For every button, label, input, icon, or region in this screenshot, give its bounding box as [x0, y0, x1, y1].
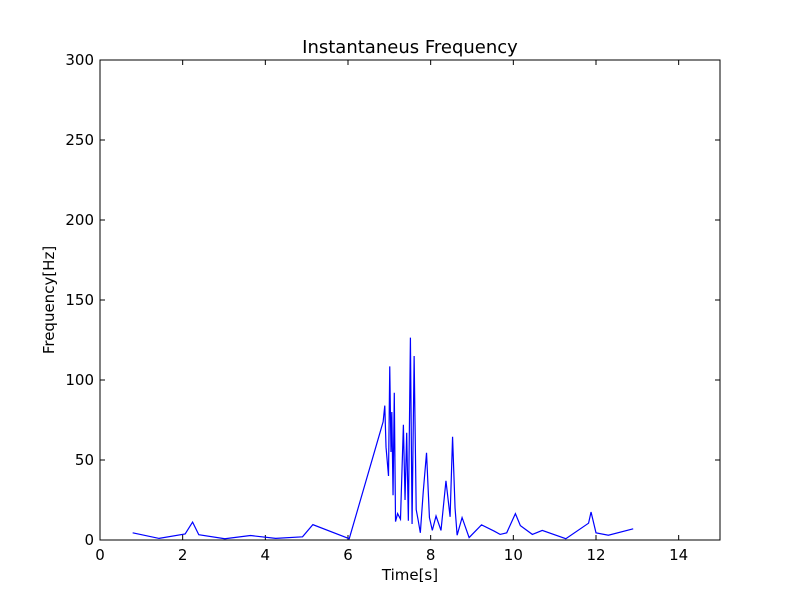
- x-tick-label: 10: [504, 546, 523, 564]
- x-tick-label: 8: [426, 546, 436, 564]
- x-tick-label: 14: [669, 546, 688, 564]
- y-tick-label: 250: [65, 131, 94, 149]
- x-tick-label: 12: [586, 546, 605, 564]
- y-tick-label: 0: [84, 531, 94, 549]
- plot-frame: [99, 59, 721, 541]
- axis-tick-labels: 0 2 4 6 8 10 12 14 0 50 100 150 200 250 300: [65, 51, 688, 564]
- y-tick-label: 50: [75, 451, 94, 469]
- x-tick-label: 2: [178, 546, 188, 564]
- x-tick-label: 6: [343, 546, 353, 564]
- frequency-series-line: [132, 337, 634, 540]
- x-axis-label: Time[s]: [381, 566, 438, 584]
- chart-title: Instantaneus Frequency: [302, 37, 518, 58]
- y-tick-label: 300: [65, 51, 94, 69]
- plot-area: [132, 337, 634, 540]
- y-tick-label: 150: [65, 291, 94, 309]
- y-tick-label: 100: [65, 371, 94, 389]
- y-tick-label: 200: [65, 211, 94, 229]
- y-axis-label: Frequency[Hz]: [40, 246, 58, 354]
- x-tick-label: 0: [95, 546, 105, 564]
- x-tick-label: 4: [261, 546, 271, 564]
